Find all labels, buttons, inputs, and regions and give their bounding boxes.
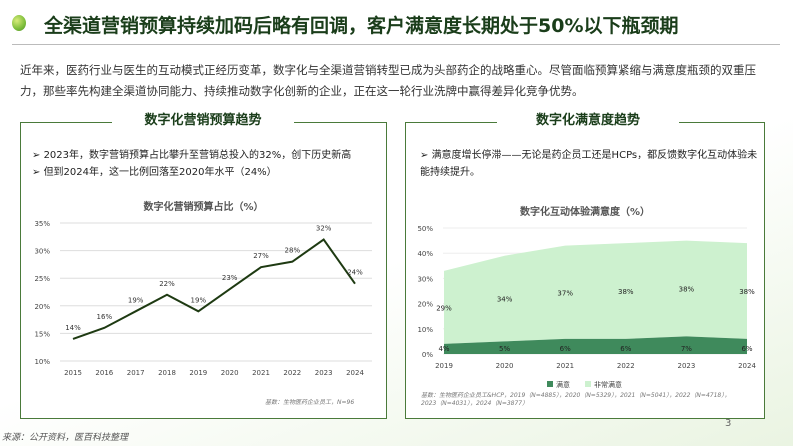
divider — [12, 44, 780, 45]
data-label: 6% — [560, 345, 571, 353]
legend-swatch — [585, 381, 591, 387]
y-tick-label: 0% — [422, 351, 433, 359]
right-chart-title: 数字化互动体验满意度（%） — [519, 207, 651, 218]
x-tick-label: 2023 — [677, 362, 695, 370]
data-label: 14% — [65, 324, 81, 332]
data-label: 24% — [347, 269, 363, 277]
line-chart: 10% 15% 20% 25% 30% 35% 2015 2016 2017 2018 2019 20… — [34, 220, 372, 377]
data-label: 32% — [316, 225, 332, 233]
x-tick-label: 2022 — [283, 369, 301, 377]
y-tick-label: 40% — [417, 250, 433, 258]
data-label: 28% — [285, 247, 301, 255]
right-note: 基数：生物医药企业员工&HCP，2019（N=4885），2020（N=5329… — [421, 392, 731, 407]
x-tick-label: 2020 — [496, 362, 514, 370]
left-panel — [20, 122, 387, 419]
data-label: 19% — [128, 296, 144, 304]
right-bullets: ➢ 满意度增长停滞——无论是药企员工还是HCPs，都反馈数字化互动体验未能持续提… — [420, 147, 760, 181]
y-tick-label: 25% — [34, 275, 50, 283]
area-chart: 0% 10% 20% 30% 40% 50% 2019 2020 2021 2022 2023 202… — [417, 225, 756, 389]
x-tick-label: 2017 — [127, 369, 145, 377]
data-label: 38% — [679, 285, 695, 293]
data-label: 22% — [159, 280, 175, 288]
x-tick-label: 2020 — [221, 369, 239, 377]
series-line — [72, 238, 356, 340]
source-note: 来源：公开资料，医百科技整理 — [2, 433, 129, 443]
bullet-item: ➢ 但到2024年，这一比例回落至2020年水平（24%） — [32, 167, 277, 178]
x-tick-label: 2022 — [617, 362, 635, 370]
left-bullets: ➢ 2023年，数字营销预算占比攀升至营销总投入的32%，创下历史新高 ➢ 但到… — [32, 147, 382, 181]
x-tick-label: 2024 — [346, 369, 364, 377]
y-tick-label: 20% — [417, 301, 433, 309]
data-label: 5% — [499, 345, 510, 353]
data-label: 38% — [739, 288, 755, 296]
x-tick-label: 2016 — [95, 369, 113, 377]
data-label: 38% — [618, 288, 634, 296]
data-label: 6% — [741, 345, 752, 353]
y-tick-label: 30% — [417, 275, 433, 283]
legend-swatch — [547, 381, 553, 387]
left-note: 基数：生物医药企业员工，N=96 — [265, 399, 355, 406]
x-tick-label: 2018 — [158, 369, 176, 377]
x-tick-label: 2019 — [189, 369, 207, 377]
x-tick-label: 2015 — [64, 369, 82, 377]
page-title: 全渠道营销预算持续加码后略有回调，客户满意度长期处于50%以下瓶颈期 — [44, 15, 679, 37]
x-tick-label: 2024 — [738, 362, 756, 370]
data-label: 19% — [191, 296, 207, 304]
y-tick-label: 15% — [34, 330, 50, 338]
intro-paragraph: 近年来，医药行业与医生的互动模式正经历变革，数字化与全渠道营销转型已成为头部药企… — [20, 63, 756, 98]
x-tick-label: 2021 — [252, 369, 270, 377]
bullet-item: ➢ 2023年，数字营销预算占比攀升至营销总投入的32%，创下历史新高 — [32, 150, 352, 161]
data-label: 6% — [620, 345, 631, 353]
data-label: 16% — [97, 313, 113, 321]
data-label: 29% — [436, 304, 452, 312]
y-tick-label: 10% — [417, 326, 433, 334]
area-satisfied — [444, 336, 747, 354]
data-label: 7% — [681, 345, 692, 353]
data-label: 23% — [222, 274, 238, 282]
data-label: 37% — [557, 289, 573, 297]
data-label: 4% — [438, 345, 449, 353]
title-bullet-icon — [12, 15, 26, 31]
bullet-item: ➢ 满意度增长停滞——无论是药企员工还是HCPs，都反馈数字化互动体验未能持续提… — [420, 150, 758, 178]
right-panel-title: 数字化满意度趋势 — [497, 110, 679, 132]
y-tick-label: 35% — [34, 220, 50, 228]
data-label: 27% — [253, 252, 269, 260]
left-chart-title: 数字化营销预算占比（%） — [143, 202, 264, 213]
page-number: 3 — [725, 418, 732, 429]
y-tick-label: 30% — [34, 248, 50, 256]
x-tick-label: 2019 — [435, 362, 453, 370]
legend-label: 非常满意 — [594, 380, 622, 389]
y-tick-label: 10% — [34, 358, 50, 366]
left-panel-title: 数字化营销预算趋势 — [112, 110, 294, 132]
y-tick-label: 20% — [34, 303, 50, 311]
y-tick-label: 50% — [417, 225, 433, 233]
area-very-satisfied — [444, 240, 747, 344]
data-label: 34% — [497, 296, 513, 304]
x-tick-label: 2021 — [556, 362, 574, 370]
legend-label: 满意 — [556, 380, 570, 389]
x-tick-label: 2023 — [315, 369, 333, 377]
